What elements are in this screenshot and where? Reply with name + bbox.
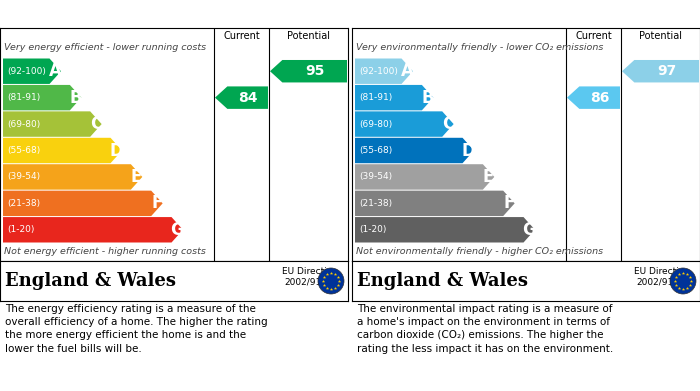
Text: D: D [109,142,123,160]
Text: Environmental Impact (CO₂) Rating: Environmental Impact (CO₂) Rating [357,7,620,20]
Text: G: G [522,221,536,239]
Polygon shape [3,164,142,190]
Text: F: F [503,194,514,212]
Text: C: C [90,115,102,133]
Text: Energy Efficiency Rating: Energy Efficiency Rating [5,7,188,20]
Text: (81-91): (81-91) [359,93,392,102]
Polygon shape [3,138,122,163]
Text: (69-80): (69-80) [7,120,41,129]
Polygon shape [567,86,620,109]
Text: Potential: Potential [639,31,682,41]
Circle shape [318,268,344,294]
Polygon shape [355,59,413,84]
Text: C: C [442,115,454,133]
Polygon shape [270,60,347,83]
Polygon shape [3,217,183,242]
Text: 84: 84 [238,91,258,105]
Text: (1-20): (1-20) [359,225,386,234]
Text: (55-68): (55-68) [7,146,41,155]
Text: Potential: Potential [287,31,330,41]
Text: (21-38): (21-38) [7,199,40,208]
Text: (21-38): (21-38) [359,199,392,208]
Circle shape [670,268,696,294]
Text: (1-20): (1-20) [7,225,34,234]
Polygon shape [355,138,474,163]
Text: A: A [49,62,62,80]
Polygon shape [3,191,162,216]
Polygon shape [355,164,494,190]
Polygon shape [355,85,433,110]
Polygon shape [3,59,61,84]
Text: E: E [131,168,142,186]
Text: Not environmentally friendly - higher CO₂ emissions: Not environmentally friendly - higher CO… [356,248,603,256]
Text: (81-91): (81-91) [7,93,41,102]
Text: Very energy efficient - lower running costs: Very energy efficient - lower running co… [4,43,206,52]
Text: (92-100): (92-100) [359,67,398,76]
Text: 95: 95 [305,64,324,78]
Text: Current: Current [223,31,260,41]
Text: EU Directive
2002/91/EC: EU Directive 2002/91/EC [634,267,690,287]
Text: EU Directive
2002/91/EC: EU Directive 2002/91/EC [282,267,338,287]
Text: A: A [401,62,414,80]
Text: B: B [69,89,82,107]
Text: B: B [421,89,434,107]
Text: The environmental impact rating is a measure of
a home's impact on the environme: The environmental impact rating is a mea… [357,304,613,353]
Text: The energy efficiency rating is a measure of the
overall efficiency of a home. T: The energy efficiency rating is a measur… [5,304,267,353]
Text: (92-100): (92-100) [7,67,46,76]
Text: F: F [151,194,162,212]
Polygon shape [3,85,81,110]
Text: 97: 97 [657,64,676,78]
Text: E: E [483,168,494,186]
Text: 86: 86 [590,91,610,105]
Text: Not energy efficient - higher running costs: Not energy efficient - higher running co… [4,248,206,256]
Polygon shape [355,217,535,242]
Text: Very environmentally friendly - lower CO₂ emissions: Very environmentally friendly - lower CO… [356,43,603,52]
Text: England & Wales: England & Wales [5,272,176,290]
Text: G: G [170,221,184,239]
Text: (39-54): (39-54) [7,172,40,181]
Polygon shape [622,60,699,83]
Text: (39-54): (39-54) [359,172,392,181]
Polygon shape [215,86,268,109]
Text: Current: Current [575,31,612,41]
Polygon shape [3,111,101,137]
Text: England & Wales: England & Wales [357,272,528,290]
Polygon shape [355,111,454,137]
Text: D: D [461,142,475,160]
Text: (69-80): (69-80) [359,120,392,129]
Text: (55-68): (55-68) [359,146,392,155]
Polygon shape [355,191,514,216]
